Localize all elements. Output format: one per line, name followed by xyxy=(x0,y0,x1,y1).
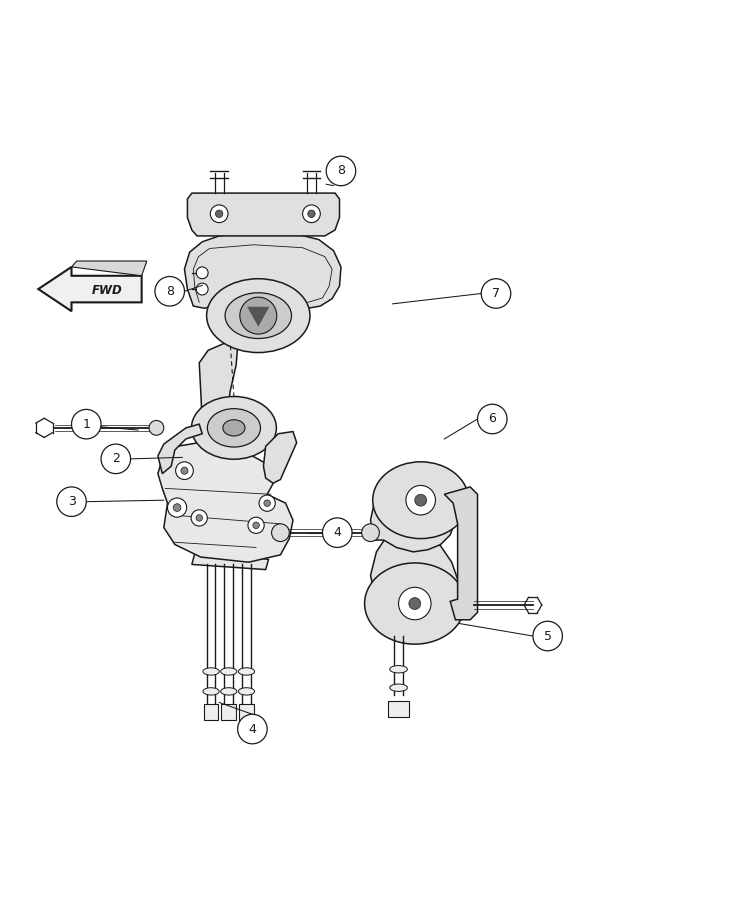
Polygon shape xyxy=(72,261,147,275)
Ellipse shape xyxy=(203,688,219,695)
Ellipse shape xyxy=(221,688,237,695)
Text: 5: 5 xyxy=(544,629,551,643)
Text: 6: 6 xyxy=(488,412,496,426)
Circle shape xyxy=(240,297,276,334)
Text: 4: 4 xyxy=(333,526,341,539)
Polygon shape xyxy=(158,443,293,562)
Polygon shape xyxy=(264,431,296,483)
Text: FWD: FWD xyxy=(92,284,122,297)
Ellipse shape xyxy=(207,279,310,353)
Circle shape xyxy=(149,420,164,436)
Ellipse shape xyxy=(390,684,408,691)
Circle shape xyxy=(196,284,208,295)
Circle shape xyxy=(72,410,101,439)
Circle shape xyxy=(272,524,289,542)
Circle shape xyxy=(173,504,181,511)
Circle shape xyxy=(259,495,275,511)
Ellipse shape xyxy=(225,292,291,338)
Circle shape xyxy=(181,467,188,474)
Circle shape xyxy=(481,279,511,309)
Polygon shape xyxy=(247,307,270,327)
Polygon shape xyxy=(199,341,238,424)
Circle shape xyxy=(196,267,208,279)
Ellipse shape xyxy=(239,688,255,695)
Polygon shape xyxy=(445,487,477,620)
Circle shape xyxy=(167,498,187,518)
Circle shape xyxy=(406,485,436,515)
Circle shape xyxy=(302,205,320,222)
Circle shape xyxy=(362,524,379,542)
Circle shape xyxy=(253,522,259,528)
Text: 4: 4 xyxy=(248,723,256,735)
Circle shape xyxy=(155,276,185,306)
Circle shape xyxy=(57,487,86,517)
Polygon shape xyxy=(185,232,341,309)
Ellipse shape xyxy=(223,419,245,436)
Ellipse shape xyxy=(239,668,255,675)
Circle shape xyxy=(216,210,223,218)
Text: 1: 1 xyxy=(82,418,90,431)
Polygon shape xyxy=(158,424,202,473)
Circle shape xyxy=(210,205,228,222)
Polygon shape xyxy=(370,531,458,636)
Text: 3: 3 xyxy=(67,495,76,508)
Ellipse shape xyxy=(365,562,465,644)
Text: 8: 8 xyxy=(166,284,173,298)
Polygon shape xyxy=(187,194,339,236)
Ellipse shape xyxy=(203,668,219,675)
Ellipse shape xyxy=(373,462,469,538)
Text: 8: 8 xyxy=(337,165,345,177)
Circle shape xyxy=(326,157,356,185)
Circle shape xyxy=(322,518,352,547)
Bar xyxy=(239,704,254,720)
Circle shape xyxy=(238,715,268,743)
Circle shape xyxy=(176,462,193,480)
Bar xyxy=(204,704,219,720)
Circle shape xyxy=(101,444,130,473)
Ellipse shape xyxy=(221,668,237,675)
Circle shape xyxy=(308,210,315,218)
Bar xyxy=(388,701,409,717)
Text: 7: 7 xyxy=(492,287,500,300)
Circle shape xyxy=(533,621,562,651)
Circle shape xyxy=(399,588,431,620)
Circle shape xyxy=(415,494,427,506)
Circle shape xyxy=(191,509,207,526)
Polygon shape xyxy=(192,554,269,570)
Circle shape xyxy=(409,598,421,609)
Ellipse shape xyxy=(390,666,408,673)
Circle shape xyxy=(264,500,270,507)
Bar xyxy=(222,704,236,720)
Ellipse shape xyxy=(207,409,261,447)
Text: 2: 2 xyxy=(112,453,120,465)
Ellipse shape xyxy=(191,397,276,459)
Polygon shape xyxy=(39,267,142,311)
Circle shape xyxy=(196,515,202,521)
Polygon shape xyxy=(370,475,456,552)
Circle shape xyxy=(477,404,507,434)
Circle shape xyxy=(248,518,265,534)
